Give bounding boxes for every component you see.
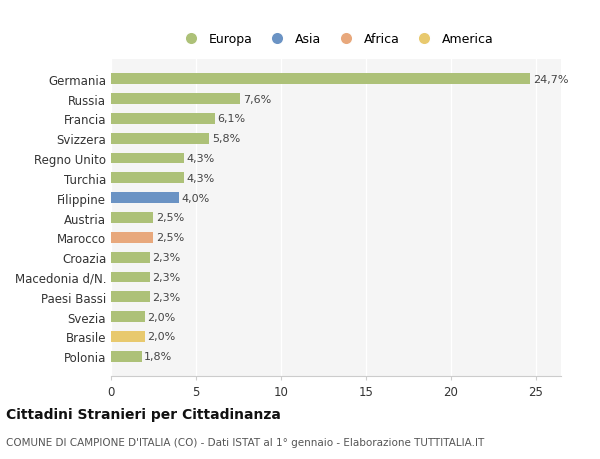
Text: 2,5%: 2,5%: [156, 213, 184, 223]
Text: COMUNE DI CAMPIONE D'ITALIA (CO) - Dati ISTAT al 1° gennaio - Elaborazione TUTTI: COMUNE DI CAMPIONE D'ITALIA (CO) - Dati …: [6, 437, 484, 447]
Bar: [111, 232, 154, 243]
Bar: [111, 312, 145, 322]
Bar: [111, 252, 150, 263]
Bar: [111, 351, 142, 362]
Bar: [111, 272, 150, 283]
Legend: Europa, Asia, Africa, America: Europa, Asia, Africa, America: [173, 28, 499, 51]
Bar: [111, 153, 184, 164]
Bar: [111, 114, 215, 124]
Bar: [111, 331, 145, 342]
Text: 6,1%: 6,1%: [217, 114, 245, 124]
Text: 2,5%: 2,5%: [156, 233, 184, 243]
Text: 2,0%: 2,0%: [148, 312, 176, 322]
Text: 2,3%: 2,3%: [152, 272, 181, 282]
Text: 1,8%: 1,8%: [144, 352, 172, 362]
Bar: [111, 134, 209, 144]
Text: 2,0%: 2,0%: [148, 332, 176, 342]
Text: 24,7%: 24,7%: [533, 74, 568, 84]
Bar: [111, 94, 240, 105]
Text: Cittadini Stranieri per Cittadinanza: Cittadini Stranieri per Cittadinanza: [6, 407, 281, 421]
Text: 5,8%: 5,8%: [212, 134, 240, 144]
Bar: [111, 173, 184, 184]
Text: 7,6%: 7,6%: [242, 94, 271, 104]
Bar: [111, 193, 179, 204]
Bar: [111, 74, 530, 85]
Bar: [111, 292, 150, 302]
Bar: [111, 213, 154, 224]
Text: 4,3%: 4,3%: [187, 154, 215, 164]
Text: 2,3%: 2,3%: [152, 252, 181, 263]
Text: 4,0%: 4,0%: [181, 193, 210, 203]
Text: 4,3%: 4,3%: [187, 174, 215, 184]
Text: 2,3%: 2,3%: [152, 292, 181, 302]
